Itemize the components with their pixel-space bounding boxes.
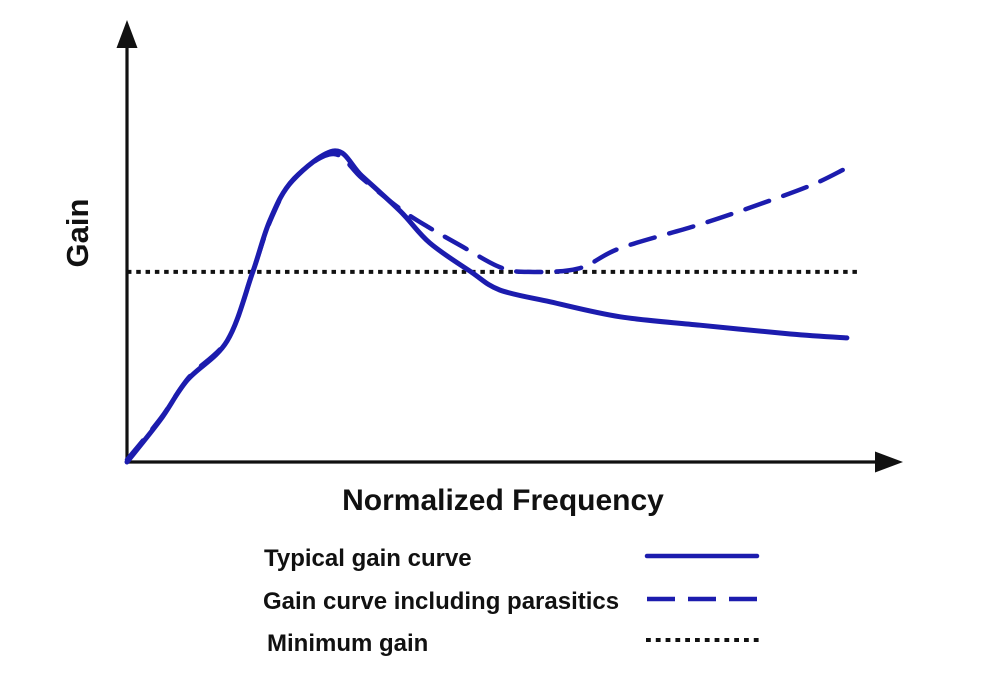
legend-label-parasitics: Gain curve including parasitics (263, 588, 619, 615)
typical-gain-curve (124, 148, 850, 465)
y-axis-label: Gain (60, 199, 95, 268)
x-axis-label: Normalized Frequency (342, 484, 664, 517)
legend-item-min-gain: Minimum gain (267, 630, 761, 657)
parasitics-gain-curve (124, 151, 846, 463)
x-axis-arrowhead-icon (875, 451, 903, 473)
legend-label-min-gain: Minimum gain (267, 630, 428, 657)
legend-label-typical: Typical gain curve (264, 545, 472, 572)
legend-item-typical: Typical gain curve (264, 545, 760, 572)
legend-item-parasitics: Gain curve including parasitics (263, 588, 757, 615)
legend: Typical gain curve Gain curve including … (263, 545, 761, 657)
y-axis-arrowhead-icon (116, 20, 138, 48)
axes (116, 20, 903, 473)
